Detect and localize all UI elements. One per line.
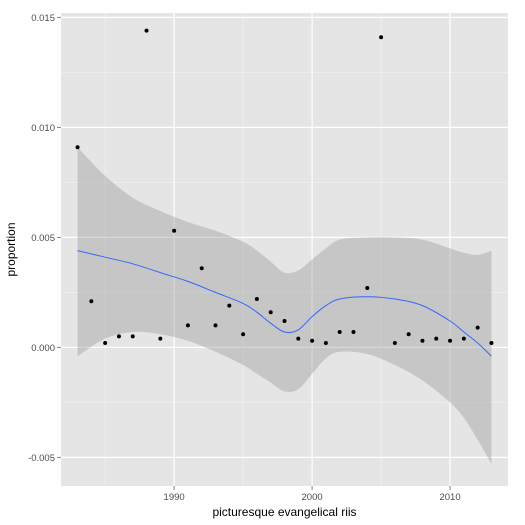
data-point — [116, 334, 121, 339]
data-point — [420, 338, 425, 343]
data-point — [75, 145, 80, 150]
x-axis-ticks: 1990 2000 2010 — [164, 486, 461, 503]
data-point — [172, 228, 177, 233]
data-point — [461, 336, 466, 341]
x-tick-label: 1990 — [164, 492, 185, 503]
data-point — [227, 303, 232, 308]
data-point — [365, 286, 370, 290]
y-axis-ticks: -0.005 0.000 0.005 0.010 0.015 — [28, 13, 61, 464]
data-point — [213, 323, 218, 328]
data-point — [282, 319, 287, 323]
grid-major — [61, 13, 508, 486]
data-point — [158, 336, 163, 341]
data-point — [89, 299, 94, 304]
data-point — [296, 336, 301, 341]
data-point — [130, 334, 135, 339]
y-tick-label: 0.005 — [31, 233, 55, 244]
data-point — [254, 297, 259, 301]
data-point — [351, 330, 356, 334]
data-point — [406, 332, 411, 337]
data-point — [268, 310, 273, 315]
y-tick-label: -0.005 — [28, 453, 55, 464]
data-point — [379, 35, 384, 40]
data-point — [448, 338, 453, 343]
data-point — [392, 341, 397, 345]
y-tick-label: 0.010 — [31, 123, 55, 134]
data-point — [199, 266, 204, 271]
y-tick-label: 0.015 — [31, 13, 55, 24]
data-point — [489, 341, 494, 345]
data-point — [475, 325, 480, 330]
plot-panel — [61, 13, 508, 486]
y-tick-label: 0.000 — [31, 343, 55, 354]
data-points — [75, 28, 494, 345]
x-tick-label: 2010 — [439, 492, 460, 503]
data-point — [434, 336, 439, 341]
data-point — [185, 323, 190, 328]
confidence-band — [77, 147, 492, 464]
grid-minor — [61, 13, 508, 486]
data-point — [323, 341, 328, 345]
data-point — [144, 28, 149, 33]
smooth-line — [77, 250, 492, 357]
data-point — [103, 341, 108, 345]
x-tick-label: 2000 — [302, 492, 323, 503]
data-point — [241, 332, 246, 337]
y-axis-title: proportion — [4, 222, 18, 276]
x-axis-title: picturesque evangelical riis — [212, 505, 356, 519]
data-point — [337, 330, 342, 334]
data-point — [310, 338, 315, 343]
